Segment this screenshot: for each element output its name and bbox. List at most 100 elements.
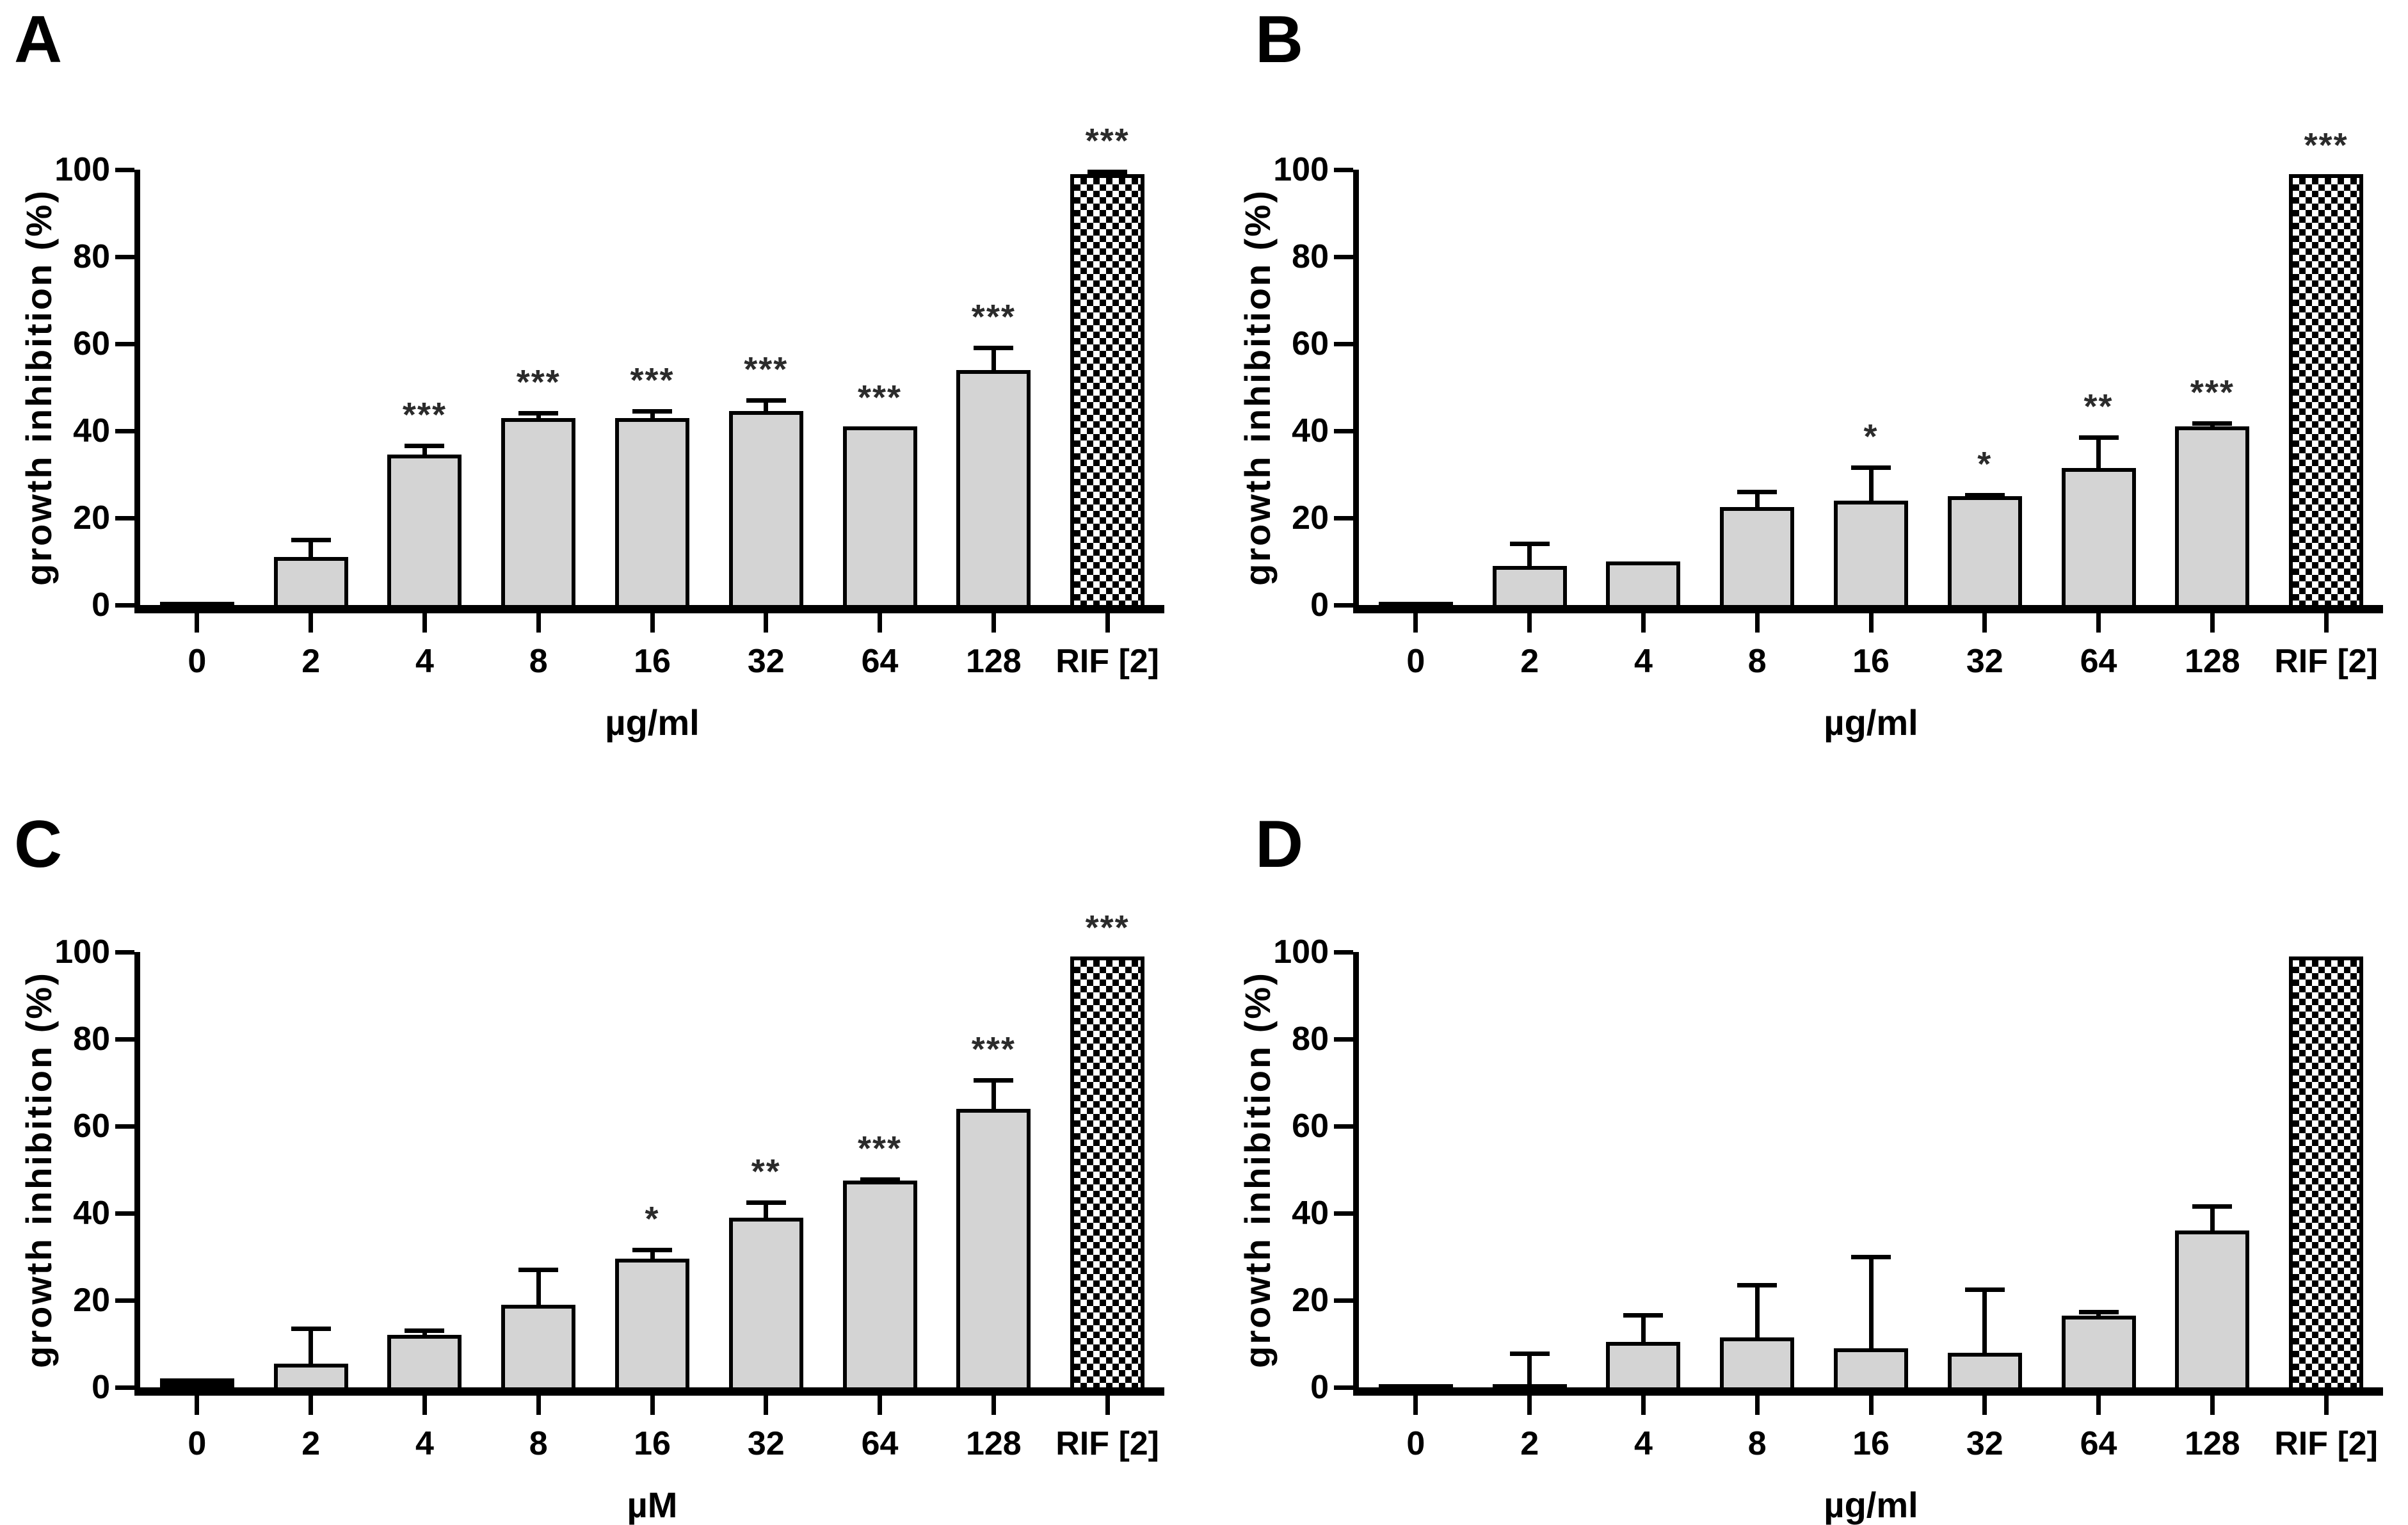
y-tick-label: 60 [1292, 1108, 1329, 1145]
error-bar-cap [2078, 1309, 2119, 1314]
y-tick-label: 80 [1292, 238, 1329, 275]
bar [615, 417, 689, 605]
x-tick-label: 8 [1747, 1425, 1767, 1462]
x-tick-mark [1868, 1396, 1874, 1415]
x-tick-mark [650, 1396, 655, 1415]
y-tick-label: 100 [1273, 151, 1329, 188]
y-tick-mark [115, 602, 134, 608]
x-tick-mark [422, 613, 427, 633]
significance-stars: *** [1085, 122, 1130, 160]
bar [2061, 467, 2136, 605]
panel-letter-c: C [14, 807, 63, 882]
significance-stars: *** [971, 298, 1016, 337]
bar [501, 1304, 576, 1387]
y-tick-mark [1334, 515, 1353, 520]
x-tick-mark [536, 613, 541, 633]
x-tick-label: 64 [861, 1425, 899, 1462]
x-tick-label: 8 [529, 1425, 548, 1462]
y-tick-mark [1334, 1211, 1353, 1216]
error-bar-cap [1964, 1287, 2005, 1292]
error-bar-cap [518, 1268, 559, 1272]
bar [728, 411, 803, 605]
x-tick-label: 16 [634, 1425, 671, 1462]
error-bar-cap [2192, 421, 2233, 426]
error-bar-cap [974, 346, 1014, 351]
x-axis-label: µM [627, 1485, 678, 1525]
bar [1947, 1352, 2022, 1387]
x-tick-mark [2096, 1396, 2101, 1415]
panel-b: B growth inhibition (%) µg/ml 0 20 40 60 80 1… [1204, 0, 2408, 760]
x-tick-mark [1527, 1396, 1532, 1415]
error-bar-cap [1851, 1254, 1891, 1259]
y-tick-mark [1334, 428, 1353, 433]
x-tick-label: RIF [2] [2274, 1425, 2378, 1462]
error-bar-stem [1754, 489, 1760, 507]
bar [1720, 1337, 1795, 1387]
bar [956, 1108, 1031, 1387]
bar [501, 417, 576, 605]
error-bar-stem [1982, 1287, 1987, 1353]
bar [956, 369, 1031, 605]
y-tick-label: 0 [92, 586, 110, 624]
x-tick-mark [536, 1396, 541, 1415]
y-tick-mark [1334, 1298, 1353, 1303]
y-tick-mark [1334, 341, 1353, 346]
bar [2061, 1315, 2136, 1387]
x-tick-label: 128 [965, 1425, 1022, 1462]
y-tick-label: 40 [73, 412, 110, 449]
y-tick-mark [1334, 167, 1353, 172]
error-bar-cap [1088, 170, 1128, 174]
bar [387, 455, 462, 605]
x-tick-label: 2 [1520, 643, 1539, 680]
y-tick-mark [115, 167, 134, 172]
x-tick-label: 2 [1520, 1425, 1539, 1462]
y-tick-mark [115, 1298, 134, 1303]
x-tick-label: 32 [1966, 1425, 2003, 1462]
bar [1070, 173, 1145, 605]
error-bar-cap [1737, 1282, 1778, 1287]
y-tick-mark [115, 949, 134, 955]
panel-letter-b: B [1255, 3, 1304, 77]
y-tick-label: 20 [73, 1282, 110, 1319]
bar [1606, 561, 1681, 605]
plot-area-c: growth inhibition (%) µM 0 20 40 60 80 100 0 2 4… [19, 910, 1164, 1523]
error-bar-cap [2192, 1204, 2233, 1209]
y-tick-label: 100 [54, 151, 110, 188]
x-tick-label: 128 [2184, 643, 2240, 680]
x-tick-mark [1413, 613, 1418, 633]
x-tick-label: 4 [1633, 643, 1653, 680]
error-bar-cap [1509, 1352, 1550, 1357]
error-bar-stem [1754, 1282, 1760, 1337]
x-axis-label: µg/ml [1824, 702, 1918, 743]
x-tick-label: 64 [2080, 1425, 2117, 1462]
x-tick-label: 2 [301, 1425, 321, 1462]
bar [842, 426, 917, 605]
bar [1378, 602, 1453, 605]
bar [1492, 1384, 1567, 1387]
x-tick-label: 8 [529, 643, 548, 680]
y-tick-mark [115, 341, 134, 346]
significance-stars: *** [630, 361, 675, 399]
x-tick-mark [650, 613, 655, 633]
error-bar-stem [536, 1268, 541, 1305]
x-tick-mark [1982, 613, 1987, 633]
error-bar-stem [991, 346, 996, 370]
y-tick-label: 0 [1310, 1369, 1329, 1406]
error-bar-stem [309, 537, 314, 558]
x-tick-mark [2324, 613, 2329, 633]
x-tick-label: 4 [1633, 1425, 1653, 1462]
y-tick-label: 100 [1273, 933, 1329, 971]
x-tick-label: RIF [2] [2274, 643, 2378, 680]
error-bar-stem [1868, 1254, 1874, 1348]
y-tick-label: 60 [73, 325, 110, 362]
y-tick-label: 20 [1292, 499, 1329, 537]
error-bar-stem [1641, 1313, 1646, 1342]
y-axis-label: growth inhibition (%) [19, 189, 59, 586]
bar [1606, 1341, 1681, 1387]
y-tick-label: 80 [1292, 1021, 1329, 1058]
plot-area-a: growth inhibition (%) µg/ml 0 20 40 60 80 100… [19, 124, 1164, 741]
error-bar-cap [1509, 542, 1550, 547]
bar [2289, 173, 2364, 605]
x-tick-mark [1641, 1396, 1646, 1415]
